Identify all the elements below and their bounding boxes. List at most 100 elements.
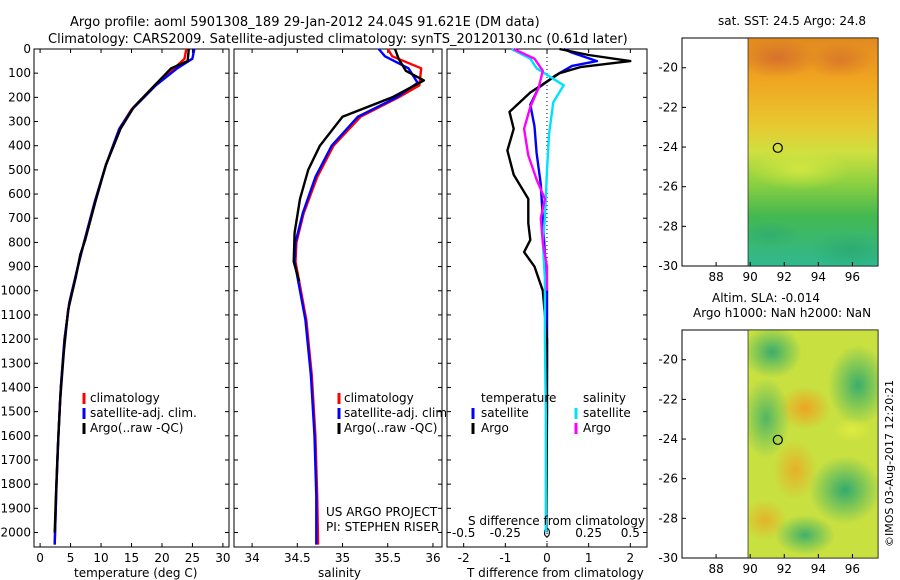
y-tick-label: 100 <box>8 66 31 80</box>
salinity-panel: 34 34.5 35 35.5 36 climatology satellite-adj… <box>233 48 451 580</box>
y-tick-label: 1000 <box>0 284 31 298</box>
x-tick-label: 0 <box>36 551 44 565</box>
x-tick-label: 88 <box>708 270 723 284</box>
sst-map-title: sat. SST: 24.5 Argo: 24.8 <box>718 14 866 28</box>
x-tick-label: 5 <box>67 551 75 565</box>
s-tick-label: 0.5 <box>621 526 640 540</box>
y-tick-label: 400 <box>8 139 31 153</box>
y-tick-label: -24 <box>658 432 678 446</box>
sst-warm-patch <box>806 42 874 78</box>
series-line-satellite-adj-clim <box>293 48 419 545</box>
sst-heatmap <box>748 38 878 266</box>
y-tick-label: -22 <box>658 100 678 114</box>
sla-map-ticks: 88 90 92 94 96 -20 -22 -24 -26 -28 -30 <box>658 353 860 576</box>
y-tick-label: 800 <box>8 235 31 249</box>
y-tick-label: 1100 <box>0 308 31 322</box>
x-tick-label: 1 <box>585 551 593 565</box>
x-tick-label: 15 <box>124 551 139 565</box>
x-tick-label: 0 <box>543 551 551 565</box>
sla-low-anomaly <box>748 378 790 458</box>
y-tick-label: -22 <box>658 392 678 406</box>
y-tick-label: 1800 <box>0 477 31 491</box>
sla-low-anomaly <box>828 345 878 425</box>
x-tick-label: 90 <box>743 562 758 576</box>
x-tick-label: 36 <box>425 551 440 565</box>
sla-low-anomaly <box>775 515 835 555</box>
temperature-plot-area: 0 5 10 15 20 25 300100200300400500600700800900… <box>0 42 230 565</box>
y-tick-label: -26 <box>658 180 678 194</box>
y-tick-label: 200 <box>8 90 31 104</box>
y-tick-label: -28 <box>658 511 678 525</box>
sla-high-anomaly <box>779 386 831 430</box>
sst-warm-patch <box>748 38 818 78</box>
argo-position-marker <box>772 142 783 153</box>
x-tick-label: 10 <box>93 551 108 565</box>
y-tick-label: 300 <box>8 115 31 129</box>
legend-satellite-label: satellite-adj. clim. <box>344 406 451 420</box>
y-tick-label: 1700 <box>0 453 31 467</box>
legend-sal-satellite-label: satellite <box>583 406 631 420</box>
sst-map-ticks: 88 90 92 94 96 -20 -22 -24 -26 -28 -30 <box>658 61 860 284</box>
y-tick-label: -30 <box>658 551 678 565</box>
temperature-axes-box <box>33 48 230 548</box>
series-line-salinity-argo <box>513 47 549 291</box>
sst-data-frame <box>747 37 879 267</box>
sst-mid-patch <box>750 150 850 190</box>
pi-annotation: PI: STEPHEN RISER <box>326 520 439 534</box>
salinity-legend: climatology satellite-adj. clim. Argo(..… <box>337 391 451 435</box>
x-tick-label: -1 <box>499 551 511 565</box>
s-tick-label: -0.5 <box>452 526 475 540</box>
legend-salinity-title: salinity <box>583 391 626 405</box>
x-tick-label: 2 <box>627 551 635 565</box>
y-tick-label: -30 <box>658 259 678 273</box>
x-tick-label: 92 <box>777 270 792 284</box>
y-tick-label: -20 <box>658 353 678 367</box>
series-line-salinity-satellite <box>511 47 565 533</box>
sst-cool-patch <box>748 221 800 249</box>
sla-data-frame <box>747 329 879 559</box>
t-difference-label: T difference from climatology <box>466 566 644 580</box>
legend-temp-argo-label: Argo <box>481 421 509 435</box>
series-line-argo-raw-qc <box>292 48 426 282</box>
sla-low-anomaly <box>809 456 878 524</box>
y-tick-label: 1600 <box>0 429 31 443</box>
y-tick-label: 600 <box>8 187 31 201</box>
title-line-2: Climatology: CARS2009. Satellite-adjuste… <box>48 32 628 47</box>
sla-heatmap <box>748 330 878 558</box>
legend-climatology-label: climatology <box>90 391 160 405</box>
legend-satellite-label: satellite-adj. clim. <box>90 406 197 420</box>
x-tick-label: 90 <box>743 270 758 284</box>
y-tick-label: 1500 <box>0 405 31 419</box>
sla-neutral-patch <box>832 418 872 442</box>
sla-low-anomaly <box>748 330 802 378</box>
x-tick-label: 20 <box>154 551 169 565</box>
legend-climatology-label: climatology <box>344 391 414 405</box>
temperature-panel: 0 5 10 15 20 25 300100200300400500600700800900… <box>0 42 230 580</box>
x-tick-label: 96 <box>845 562 860 576</box>
y-tick-label: 1200 <box>0 332 31 346</box>
sla-map-title-1: Altim. SLA: -0.014 <box>712 291 820 305</box>
legend-argo-label: Argo(..raw -QC) <box>344 421 437 435</box>
imos-credit: ©IMOS 03-Aug-2017 12:20:21 <box>883 380 896 547</box>
salinity-x-label: salinity <box>318 566 361 580</box>
x-tick-label: 92 <box>777 562 792 576</box>
y-tick-label: -26 <box>658 472 678 486</box>
y-tick-label: -28 <box>658 219 678 233</box>
s-difference-label: S difference from climatology <box>468 514 645 528</box>
x-tick-label: 88 <box>708 562 723 576</box>
salinity-axes-box <box>233 48 443 548</box>
y-tick-label: 2000 <box>0 525 31 539</box>
y-tick-label: 1300 <box>0 356 31 370</box>
difference-legend: temperature satellite Argo salinity sate… <box>471 391 631 435</box>
salinity-plot-area: 34 34.5 35 35.5 36 <box>234 48 442 565</box>
x-tick-label: 94 <box>811 562 826 576</box>
x-tick-label: 34 <box>244 551 259 565</box>
s-tick-label: -0.25 <box>490 526 521 540</box>
legend-sal-argo-label: Argo <box>583 421 611 435</box>
legend-argo-label: Argo(..raw -QC) <box>90 421 183 435</box>
y-tick-label: -20 <box>658 61 678 75</box>
x-tick-label: 34.5 <box>284 551 311 565</box>
title-line-1: Argo profile: aoml 5901308_189 29-Jan-20… <box>70 15 540 30</box>
